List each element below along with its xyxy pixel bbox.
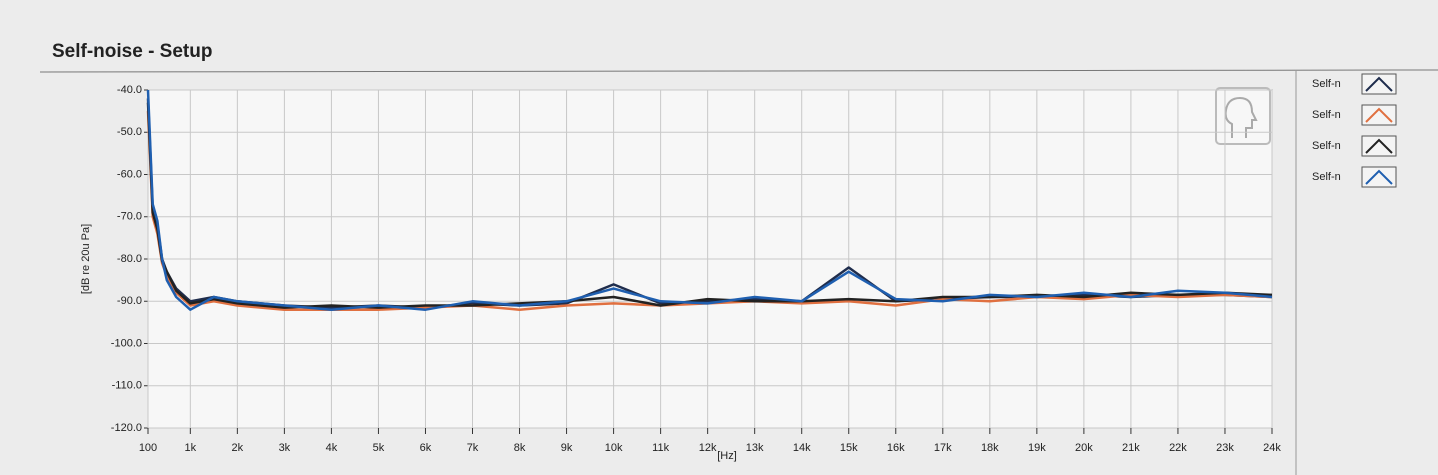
y-tick-label: -40.0 bbox=[117, 84, 142, 96]
x-axis-label: [Hz] bbox=[717, 450, 737, 462]
x-tick-label: 19k bbox=[1028, 442, 1046, 454]
y-tick-label: -80.0 bbox=[117, 253, 142, 265]
x-tick-label: 14k bbox=[793, 442, 811, 454]
x-tick-label: 5k bbox=[373, 442, 385, 454]
x-tick-label: 9k bbox=[561, 442, 573, 454]
x-tick-label: 4k bbox=[326, 442, 338, 454]
legend-swatch bbox=[1365, 169, 1393, 185]
x-tick-label: 22k bbox=[1169, 442, 1187, 454]
x-tick-label: 6k bbox=[420, 442, 432, 454]
legend-swatch bbox=[1365, 76, 1393, 92]
x-tick-label: 13k bbox=[746, 442, 764, 454]
x-tick-label: 16k bbox=[887, 442, 905, 454]
x-tick-label: 3k bbox=[279, 442, 291, 454]
chart-title: Self-noise - Setup bbox=[52, 41, 212, 62]
x-tick-label: 1k bbox=[185, 442, 197, 454]
x-tick-label: 8k bbox=[514, 442, 526, 454]
x-tick-label: 7k bbox=[467, 442, 479, 454]
legend-swatch-box bbox=[1361, 73, 1397, 95]
y-tick-label: -90.0 bbox=[117, 295, 142, 307]
legend-swatch bbox=[1365, 107, 1393, 123]
x-tick-label: 23k bbox=[1216, 442, 1234, 454]
head-icon bbox=[1215, 87, 1271, 145]
y-tick-label: -60.0 bbox=[117, 168, 142, 180]
x-tick-label: 20k bbox=[1075, 442, 1093, 454]
legend-label: Self-n bbox=[1312, 109, 1341, 121]
header-rule bbox=[39, 69, 1438, 73]
x-tick-label: 18k bbox=[981, 442, 999, 454]
legend-label: Self-n bbox=[1312, 171, 1341, 183]
y-tick-label: -50.0 bbox=[117, 126, 142, 138]
x-tick-label: 15k bbox=[840, 442, 858, 454]
x-tick-label: 2k bbox=[232, 442, 244, 454]
y-tick-label: -120.0 bbox=[111, 422, 142, 434]
y-axis-label: [dB re 20u Pa] bbox=[80, 224, 92, 294]
x-tick-label: 10k bbox=[605, 442, 623, 454]
y-tick-label: -110.0 bbox=[112, 380, 142, 392]
legend-label: Self-n bbox=[1312, 78, 1341, 90]
legend-swatch-box bbox=[1361, 104, 1397, 126]
legend-swatch bbox=[1365, 138, 1393, 154]
legend-label: Self-n bbox=[1312, 140, 1341, 152]
x-tick-label: 12k bbox=[699, 442, 717, 454]
x-tick-label: 100 bbox=[139, 442, 157, 454]
y-tick-label: -70.0 bbox=[117, 211, 142, 223]
series-line bbox=[146, 89, 1273, 311]
legend-swatch-box bbox=[1361, 135, 1397, 157]
x-tick-label: 21k bbox=[1122, 442, 1140, 454]
x-tick-label: 17k bbox=[934, 442, 952, 454]
x-tick-label: 11k bbox=[652, 442, 669, 454]
x-tick-label: 24k bbox=[1263, 442, 1281, 454]
legend-swatch-box bbox=[1361, 166, 1397, 188]
y-tick-label: -100.0 bbox=[111, 337, 142, 349]
